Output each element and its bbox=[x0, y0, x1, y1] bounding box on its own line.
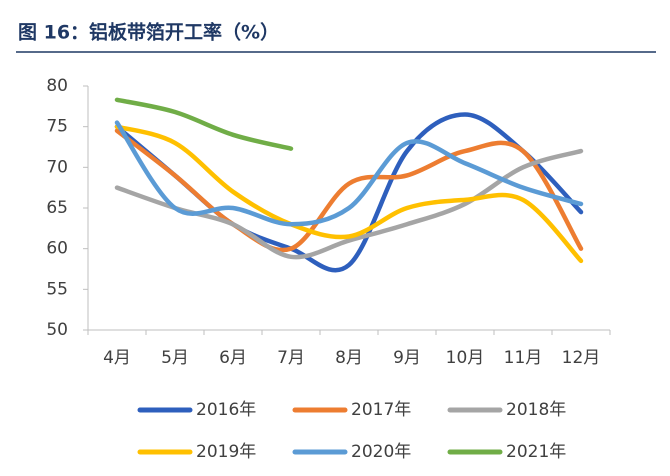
line-series bbox=[114, 97, 294, 151]
line-series bbox=[114, 148, 584, 260]
line-series bbox=[114, 124, 584, 264]
y-tick-label: 55 bbox=[46, 279, 68, 299]
y-tick-label: 50 bbox=[46, 320, 68, 340]
y-tick-label: 75 bbox=[46, 117, 68, 137]
legend-label: 2019年 bbox=[196, 442, 256, 462]
y-tick-label: 70 bbox=[46, 157, 68, 177]
legend-label: 2016年 bbox=[196, 400, 256, 420]
x-tick-label: 9月 bbox=[393, 348, 421, 368]
line-series bbox=[114, 112, 584, 273]
legend-label: 2020年 bbox=[351, 442, 411, 462]
x-tick-label: 10月 bbox=[446, 348, 485, 368]
legend-label: 2017年 bbox=[351, 400, 411, 420]
x-tick-label: 11月 bbox=[504, 348, 543, 368]
x-tick-label: 5月 bbox=[161, 348, 189, 368]
line-series bbox=[114, 120, 584, 227]
x-tick-label: 8月 bbox=[335, 348, 363, 368]
y-tick-label: 80 bbox=[46, 76, 68, 96]
y-tick-label: 60 bbox=[46, 239, 68, 259]
chart-title: 图 16：铝板带箔开工率（%） bbox=[18, 21, 279, 44]
y-tick-label: 65 bbox=[46, 198, 68, 218]
x-tick-label: 7月 bbox=[277, 348, 305, 368]
x-tick-label: 12月 bbox=[562, 348, 601, 368]
x-tick-label: 4月 bbox=[103, 348, 131, 368]
legend-label: 2021年 bbox=[506, 442, 566, 462]
line-series bbox=[114, 128, 584, 253]
x-tick-label: 6月 bbox=[219, 348, 247, 368]
legend-label: 2018年 bbox=[506, 400, 566, 420]
